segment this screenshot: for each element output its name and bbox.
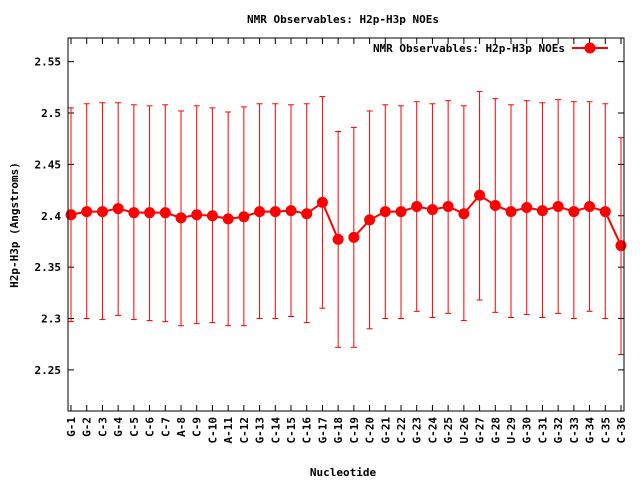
x-tick-label: G-2 bbox=[81, 417, 94, 437]
data-point bbox=[489, 199, 501, 211]
data-point bbox=[521, 202, 533, 214]
x-tick-label: G-21 bbox=[379, 417, 392, 444]
x-tick-label: C-14 bbox=[269, 417, 282, 444]
data-point bbox=[348, 231, 360, 243]
x-tick-label: C-24 bbox=[426, 417, 439, 444]
x-tick-label: U-26 bbox=[458, 417, 471, 444]
data-point bbox=[238, 211, 250, 223]
data-point bbox=[536, 205, 548, 217]
x-tick-label: C-15 bbox=[285, 417, 298, 444]
data-point bbox=[442, 201, 454, 213]
data-point bbox=[411, 201, 423, 213]
x-tick-label: G-34 bbox=[584, 417, 597, 444]
y-tick-label: 2.55 bbox=[35, 56, 62, 69]
data-point bbox=[191, 209, 203, 221]
x-tick-label: C-5 bbox=[128, 417, 141, 437]
y-tick-label: 2.35 bbox=[35, 261, 62, 274]
y-axis-label: H2p-H3p (Angstroms) bbox=[8, 162, 21, 288]
x-tick-label: A-8 bbox=[175, 417, 188, 437]
data-point bbox=[175, 212, 187, 224]
x-tick-label: G-17 bbox=[316, 417, 329, 444]
data-point bbox=[615, 240, 627, 252]
x-tick-label: C-3 bbox=[96, 417, 109, 437]
x-tick-label: C-6 bbox=[144, 417, 157, 437]
x-tick-label: C-36 bbox=[615, 417, 628, 444]
data-point bbox=[426, 204, 438, 216]
data-point bbox=[364, 214, 376, 226]
x-tick-label: C-10 bbox=[206, 417, 219, 444]
data-point bbox=[316, 196, 328, 208]
data-point bbox=[379, 206, 391, 218]
x-axis: G-1 G-2 C-3 G-4 C-5 C-6 C-7 A-8 C-9 C-10 A-11 C-12 G… bbox=[65, 38, 628, 444]
x-tick-label: G-18 bbox=[332, 417, 345, 444]
x-tick-label: C-19 bbox=[348, 417, 361, 444]
data-point bbox=[222, 213, 234, 225]
data-point bbox=[552, 201, 564, 213]
data-point bbox=[568, 206, 580, 218]
legend-marker bbox=[584, 42, 596, 54]
data-point bbox=[505, 206, 517, 218]
data-point bbox=[301, 208, 313, 220]
data-point bbox=[599, 206, 611, 218]
data-point bbox=[144, 207, 156, 219]
y-tick-label: 2.4 bbox=[41, 210, 61, 223]
data-point bbox=[458, 208, 470, 220]
plot-area bbox=[65, 90, 627, 355]
x-tick-label: C-22 bbox=[395, 417, 408, 444]
data-point bbox=[159, 207, 171, 219]
y-tick-label: 2.3 bbox=[41, 313, 61, 326]
legend: NMR Observables: H2p-H3p NOEs bbox=[373, 42, 608, 55]
data-point bbox=[112, 203, 124, 215]
x-tick-label: G-13 bbox=[254, 417, 267, 444]
x-tick-label: C-35 bbox=[599, 417, 612, 444]
data-point bbox=[332, 233, 344, 245]
data-point bbox=[285, 205, 297, 217]
data-point bbox=[395, 206, 407, 218]
y-tick-label: 2.5 bbox=[41, 107, 61, 120]
data-point bbox=[584, 201, 596, 213]
data-point bbox=[128, 207, 140, 219]
x-tick-label: C-16 bbox=[301, 417, 314, 444]
x-tick-label: C-7 bbox=[159, 417, 172, 437]
x-tick-label: U-29 bbox=[505, 417, 518, 444]
plot-frame bbox=[67, 37, 625, 412]
data-point bbox=[474, 189, 486, 201]
x-tick-label: G-30 bbox=[521, 417, 534, 444]
x-tick-label: A-11 bbox=[222, 417, 235, 444]
x-tick-label: G-32 bbox=[552, 417, 565, 444]
x-tick-label: C-12 bbox=[238, 417, 251, 444]
x-tick-label: G-27 bbox=[474, 417, 487, 444]
legend-label: NMR Observables: H2p-H3p NOEs bbox=[373, 42, 565, 55]
x-tick-label: G-4 bbox=[112, 417, 125, 437]
x-tick-label: C-20 bbox=[364, 417, 377, 444]
y-tick-label: 2.25 bbox=[35, 364, 62, 377]
data-point bbox=[254, 206, 266, 218]
x-tick-label: C-33 bbox=[568, 417, 581, 444]
x-tick-label: G-1 bbox=[65, 417, 78, 437]
x-tick-label: C-9 bbox=[191, 417, 204, 437]
data-point bbox=[81, 206, 93, 218]
x-tick-label: G-25 bbox=[442, 417, 455, 444]
data-point bbox=[96, 206, 108, 218]
x-tick-label: G-28 bbox=[489, 417, 502, 444]
y-tick-label: 2.45 bbox=[35, 158, 62, 171]
chart-title: NMR Observables: H2p-H3p NOEs bbox=[247, 13, 439, 26]
x-axis-label: Nucleotide bbox=[310, 466, 377, 479]
data-point bbox=[269, 206, 281, 218]
data-point bbox=[65, 209, 77, 221]
x-tick-label: G-23 bbox=[411, 417, 424, 444]
x-tick-label: C-31 bbox=[536, 417, 549, 444]
data-point bbox=[206, 210, 218, 222]
